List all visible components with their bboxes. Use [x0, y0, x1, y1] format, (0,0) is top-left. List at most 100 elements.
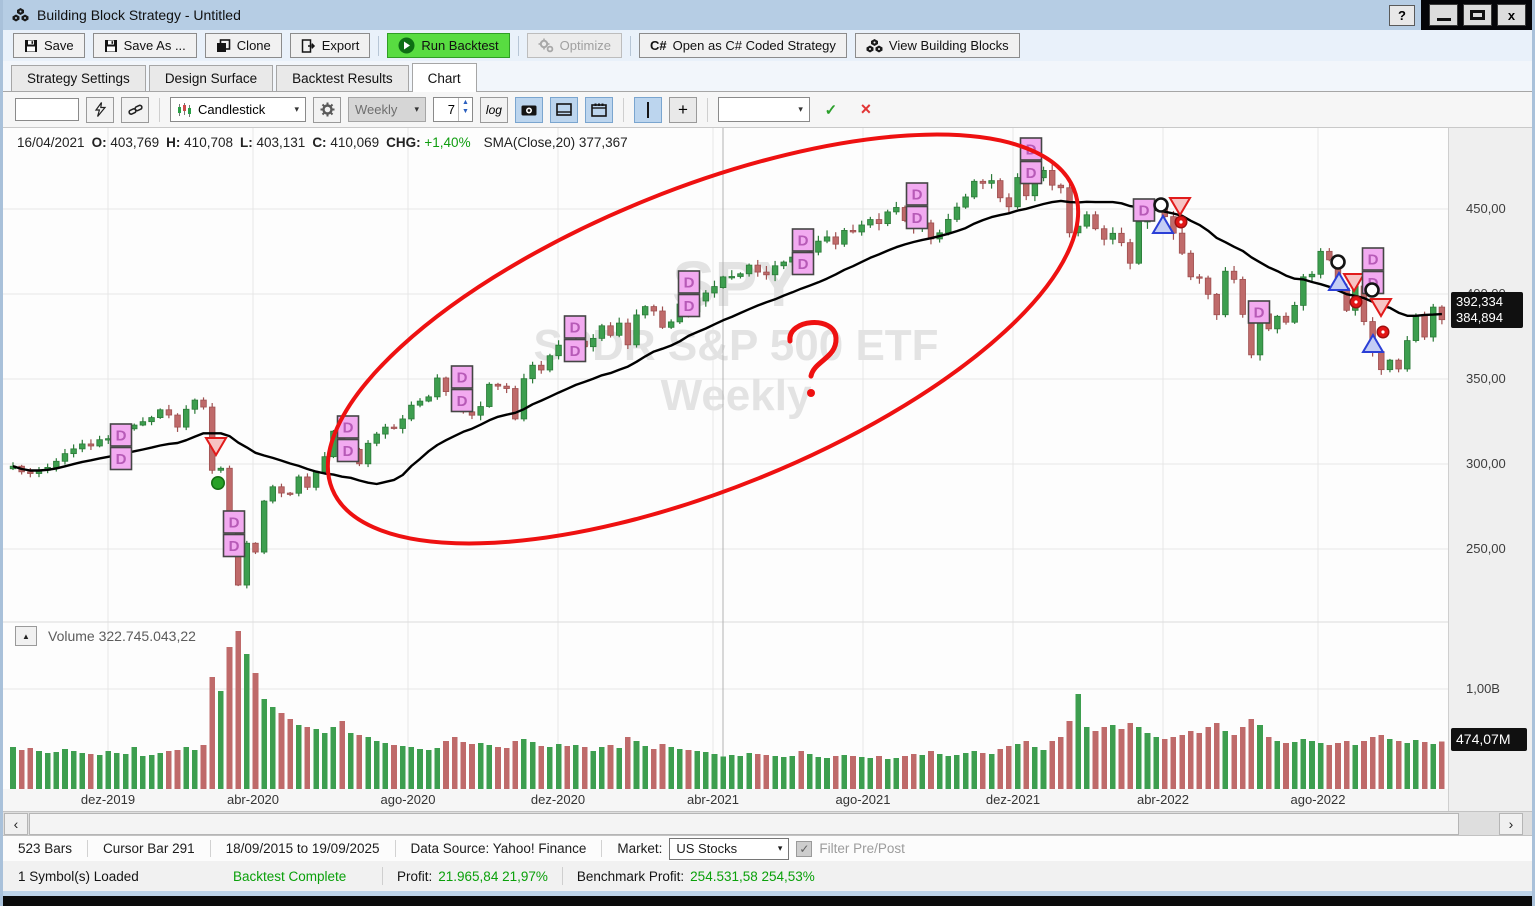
marker-dot-green[interactable] — [211, 475, 226, 490]
reload-data-button[interactable] — [86, 96, 114, 123]
link-chart-button[interactable] — [121, 96, 149, 123]
marker-d[interactable]: D — [1247, 300, 1271, 324]
market-select[interactable]: US Stocks ▾ — [669, 837, 790, 860]
chart-plot[interactable]: SPY SPDR S&P 500 ETF Weekly D D D D D D D D D D D D D D D… — [3, 128, 1448, 811]
save-as-icon — [104, 39, 117, 52]
svg-text:D: D — [1139, 203, 1150, 220]
marker-tri-up[interactable] — [1327, 271, 1351, 291]
toolbar-separator — [622, 97, 624, 122]
marker-dd[interactable]: DD — [791, 228, 815, 276]
view-building-blocks-button[interactable]: View Building Blocks — [854, 33, 1020, 58]
data-source: Data Source: Yahoo! Finance — [396, 840, 603, 857]
marker-dd[interactable]: DD — [222, 510, 246, 558]
spin-up-icon[interactable]: ▲ — [462, 99, 469, 106]
svg-text:D: D — [570, 343, 581, 360]
marker-dd[interactable]: DD — [563, 315, 587, 363]
marker-dd[interactable]: DD — [336, 415, 360, 463]
horizontal-scrollbar[interactable]: ‹ › — [3, 811, 1532, 836]
save-as-button[interactable]: Save As ... — [92, 33, 197, 58]
tab-strategy-settings[interactable]: Strategy Settings — [11, 65, 146, 91]
marker-tri-up[interactable] — [1361, 333, 1385, 353]
marker-dot-red[interactable] — [1349, 295, 1363, 309]
collapse-pane-button[interactable]: ▲ — [15, 626, 37, 646]
help-button[interactable]: ? — [1389, 4, 1415, 26]
question-mark-dot[interactable] — [807, 389, 815, 397]
screenshot-button[interactable] — [514, 96, 543, 123]
status-divider — [382, 867, 383, 885]
close-button[interactable]: x — [1497, 4, 1526, 26]
marker-dot-red[interactable] — [1174, 215, 1188, 229]
export-icon — [301, 38, 315, 53]
status-divider — [561, 867, 563, 885]
x-tick-label: abr-2021 — [686, 792, 740, 807]
svg-text:D: D — [343, 443, 354, 460]
cancel-button[interactable]: × — [860, 99, 872, 119]
filter-prepost-checkbox[interactable]: ✓ — [796, 840, 813, 857]
run-backtest-button[interactable]: Run Backtest — [387, 33, 510, 58]
marker-dd[interactable]: DD — [450, 365, 474, 413]
export-button[interactable]: Export — [289, 33, 371, 58]
marker-dot-red[interactable] — [1376, 325, 1390, 339]
drawing-annotations[interactable] — [276, 128, 1130, 628]
marker-dd[interactable]: DD — [109, 423, 133, 471]
question-mark-annotation[interactable] — [787, 320, 839, 379]
confirm-button[interactable]: ✓ — [824, 101, 838, 119]
scroll-right-button[interactable]: › — [1499, 813, 1523, 835]
indicator-select[interactable]: ▾ — [717, 97, 810, 122]
save-button[interactable]: Save — [13, 33, 85, 58]
period-select[interactable]: Weekly ▾ — [348, 97, 426, 122]
marker-circle-open[interactable] — [1153, 197, 1169, 213]
date-range: 18/09/2015 to 19/09/2025 — [211, 840, 396, 857]
open-csharp-button[interactable]: C# Open as C# Coded Strategy — [638, 33, 847, 58]
marker-tri-down[interactable] — [1342, 273, 1366, 293]
spin-down-icon[interactable]: ▼ — [462, 108, 469, 115]
scrollbar-thumb[interactable] — [29, 813, 1459, 835]
symbol-input[interactable] — [15, 98, 79, 121]
log-scale-button[interactable]: log — [479, 96, 508, 123]
bars-spinner[interactable]: 7 ▲ ▼ — [433, 97, 473, 122]
price-tick-label: 300,00 — [1466, 456, 1506, 471]
scroll-left-button[interactable]: ‹ — [4, 813, 28, 835]
chevron-down-icon: ▾ — [294, 104, 299, 114]
cursor-bar: Cursor Bar 291 — [88, 840, 211, 857]
panel-icon — [556, 103, 572, 116]
minimize-button[interactable] — [1429, 4, 1458, 26]
marker-circle-open[interactable] — [1364, 282, 1380, 298]
panel-layout-button[interactable] — [549, 96, 578, 123]
tab-backtest-results[interactable]: Backtest Results — [276, 65, 409, 91]
tab-chart[interactable]: Chart — [411, 63, 477, 92]
price-tick-label: 450,00 — [1466, 201, 1506, 216]
sessions-button[interactable] — [584, 96, 613, 123]
marker-dd[interactable]: DD — [677, 270, 701, 318]
optimize-button[interactable]: Optimize — [526, 33, 622, 58]
save-icon — [25, 39, 37, 52]
spinner-arrows[interactable]: ▲ ▼ — [458, 98, 472, 121]
price-tick-label: 350,00 — [1466, 371, 1506, 386]
marker-dd[interactable]: DD — [1019, 137, 1043, 185]
tab-design-surface[interactable]: Design Surface — [148, 65, 274, 91]
marker-tri-down[interactable] — [1168, 197, 1192, 217]
clone-button[interactable]: Clone — [204, 33, 282, 58]
marker-tri-up[interactable] — [1151, 214, 1175, 234]
red-ellipse-annotation[interactable] — [276, 128, 1130, 628]
cursor-line-button[interactable] — [633, 96, 662, 123]
profit-value: 21.965,84 21,97% — [438, 868, 548, 884]
svg-text:D: D — [684, 275, 695, 292]
x-tick-label: abr-2022 — [1136, 792, 1190, 807]
marker-circle-open[interactable] — [1330, 254, 1346, 270]
price-tag: 392,334 — [1451, 292, 1523, 312]
x-tick-label: dez-2020 — [530, 792, 586, 807]
csharp-icon: C# — [649, 38, 667, 53]
marker-d[interactable]: D — [1132, 198, 1156, 222]
marker-dd[interactable]: DD — [905, 182, 929, 230]
marker-tri-down[interactable] — [204, 437, 228, 457]
chart-settings-button[interactable] — [313, 96, 341, 123]
maximize-button[interactable] — [1463, 4, 1492, 26]
crosshair-button[interactable]: + — [668, 96, 697, 123]
marker-tri-down[interactable] — [1369, 298, 1393, 318]
chart-type-select[interactable]: Candlestick ▾ — [170, 97, 306, 122]
symbols-loaded: 1 Symbol(s) Loaded — [18, 868, 139, 884]
price-axis[interactable]: 450,00400,00350,00300,00250,001,00B392,3… — [1448, 128, 1532, 811]
svg-text:D: D — [343, 420, 354, 437]
